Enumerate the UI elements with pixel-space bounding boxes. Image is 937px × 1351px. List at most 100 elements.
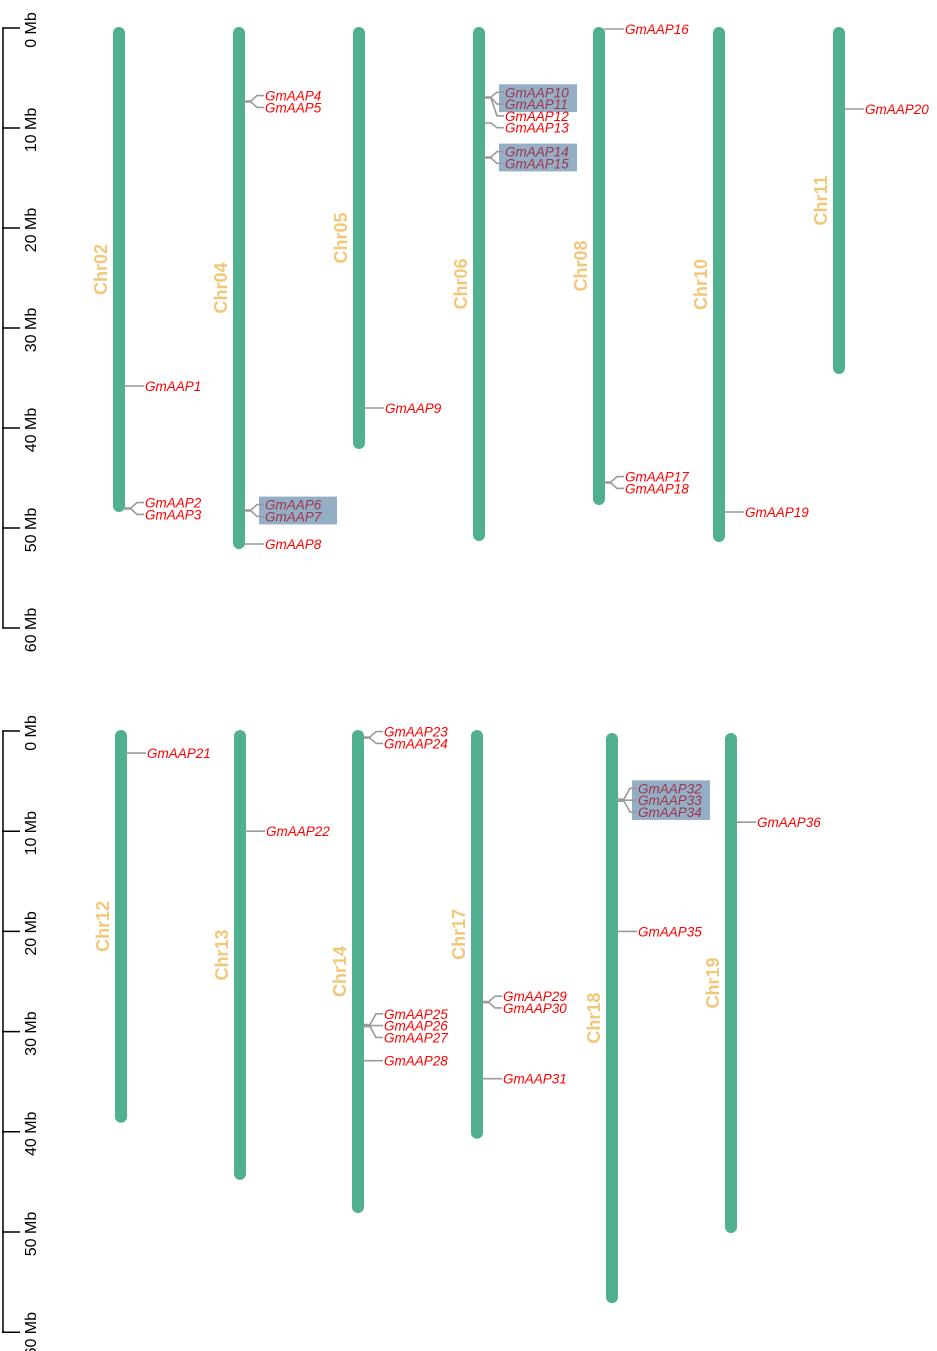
highlight-box: [499, 84, 577, 113]
chromosome-label: Chr10: [691, 259, 711, 310]
gene-connector: [604, 475, 624, 483]
chromosome-chr12: Chr12 GmAAP21: [93, 730, 211, 1123]
gene-connector: [244, 94, 264, 102]
axis-tick-label: 10 Mb: [23, 108, 40, 153]
axis-tick-label: 60 Mb: [23, 1312, 40, 1351]
gene-connector: [124, 508, 144, 516]
chromosome-chr11: Chr11 GmAAP20: [811, 27, 929, 374]
gene-label: GmAAP24: [384, 736, 448, 751]
gene-label: GmAAP30: [503, 1001, 567, 1016]
gene-label: GmAAP21: [147, 746, 211, 761]
chromosome-bar: [713, 27, 725, 542]
highlight-box: [632, 780, 710, 820]
scale-axis: 0 Mb 10 Mb 20 Mb 30 Mb 40 Mb 50 Mb 60 Mb: [2, 12, 40, 652]
chromosome-label: Chr04: [211, 262, 231, 313]
chromosome-bar: [115, 730, 127, 1123]
gene-connector: [363, 1012, 383, 1026]
gene-label: GmAAP23: [384, 725, 448, 740]
gene-connector: [482, 1001, 502, 1009]
chromosome-bar: [606, 733, 618, 1304]
gene-connector: [484, 150, 504, 158]
scale-axis: 0 Mb 10 Mb 20 Mb 30 Mb 40 Mb 50 Mb 60 Mb: [2, 715, 40, 1351]
chromosome-label: Chr14: [330, 946, 350, 997]
gene-label: GmAAP4: [265, 89, 321, 104]
gene-connector: [244, 503, 264, 511]
gene-connector: [484, 122, 504, 129]
highlight-box: [259, 496, 337, 525]
chromosome-bar: [233, 27, 245, 549]
axis-tick-label: 40 Mb: [23, 1111, 40, 1156]
gene-label: GmAAP6: [265, 498, 322, 513]
axis-tick-label: 50 Mb: [23, 508, 40, 553]
gene-label: GmAAP20: [865, 102, 929, 117]
axis-tick-label: 60 Mb: [23, 608, 40, 653]
gene-label: GmAAP8: [265, 537, 322, 552]
chromosome-bar: [593, 27, 605, 505]
axis-tick-label: 20 Mb: [23, 208, 40, 253]
panel-1: 0 Mb 10 Mb 20 Mb 30 Mb 40 Mb 50 Mb 60 Mb Chr02 G…: [2, 12, 929, 652]
gene-connector: [617, 787, 637, 800]
gene-connector: [482, 995, 502, 1003]
gene-label: GmAAP28: [384, 1054, 448, 1069]
axis-tick-label: 30 Mb: [23, 1011, 40, 1056]
gene-connector: [604, 482, 624, 490]
gene-label: GmAAP27: [384, 1030, 448, 1045]
panel-2: 0 Mb 10 Mb 20 Mb 30 Mb 40 Mb 50 Mb 60 Mb Chr12 G…: [2, 715, 821, 1351]
gene-label: GmAAP35: [638, 924, 702, 939]
chromosome-bar: [471, 730, 483, 1139]
gene-label: GmAAP5: [265, 100, 322, 115]
chromosome-bar: [833, 27, 845, 374]
chromosome-chr05: Chr05 GmAAP9: [331, 27, 442, 449]
chromosome-label: Chr13: [212, 929, 232, 980]
gene-label: GmAAP11: [505, 97, 568, 112]
gene-label: GmAAP10: [505, 85, 569, 100]
gene-label: GmAAP3: [145, 507, 202, 522]
gene-connector: [124, 501, 144, 509]
chromosome-bar: [473, 27, 485, 541]
gene-label: GmAAP18: [625, 481, 689, 496]
gene-label: GmAAP19: [745, 505, 809, 520]
gene-label: GmAAP9: [385, 401, 442, 416]
gene-label: GmAAP12: [505, 109, 569, 124]
chromosome-bar: [352, 730, 364, 1213]
gene-label: GmAAP25: [384, 1007, 448, 1022]
gene-label: GmAAP31: [503, 1072, 567, 1087]
gene-label: GmAAP14: [505, 145, 569, 160]
gene-label: GmAAP17: [625, 470, 689, 485]
gene-label: GmAAP36: [757, 815, 821, 830]
chromosome-label: Chr08: [571, 240, 591, 291]
chromosome-label: Chr18: [584, 993, 604, 1044]
axis-tick-label: 0 Mb: [23, 12, 40, 48]
chromosome-bar: [113, 27, 125, 512]
gene-connector: [484, 157, 504, 165]
gene-label: GmAAP32: [638, 781, 702, 796]
axis-tick-label: 40 Mb: [23, 408, 40, 453]
chromosome-bar: [234, 730, 246, 1180]
highlight-box: [499, 143, 577, 172]
chromosome-chr13: Chr13 GmAAP22: [212, 730, 330, 1180]
gene-connector: [363, 730, 383, 738]
gene-label: GmAAP13: [505, 121, 569, 136]
chromosome-label: Chr05: [331, 212, 351, 263]
axis-tick-label: 10 Mb: [23, 811, 40, 856]
gene-connector: [363, 737, 383, 745]
gene-label: GmAAP7: [265, 509, 322, 524]
chromosome-label: Chr17: [449, 909, 469, 960]
chromosome-chr10: Chr10 GmAAP19: [691, 27, 809, 542]
chromosome-label: Chr02: [91, 244, 111, 295]
axis-tick-label: 0 Mb: [23, 715, 40, 751]
gene-label: GmAAP16: [625, 22, 689, 37]
gene-connector: [244, 101, 264, 109]
axis-tick-label: 50 Mb: [23, 1212, 40, 1257]
chromosome-chr19: Chr19 GmAAP36: [703, 733, 821, 1233]
gene-label: GmAAP2: [145, 496, 202, 511]
gene-label: GmAAP33: [638, 793, 702, 808]
